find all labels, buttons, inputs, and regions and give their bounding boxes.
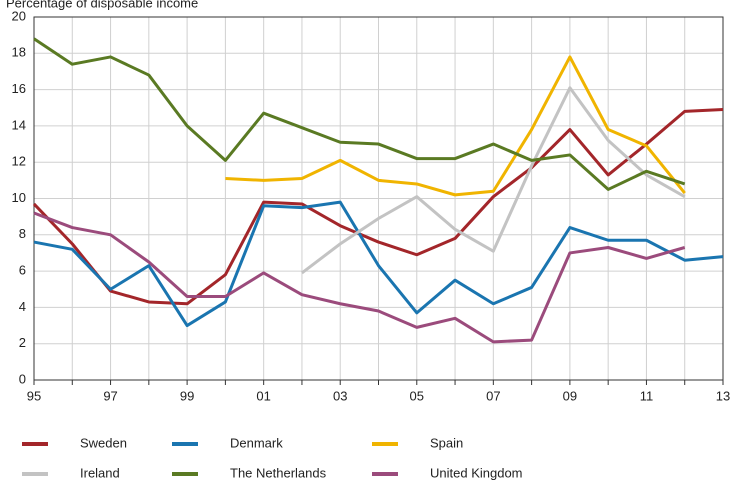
series-line [225,55,686,197]
x-tick-label: 11 [640,388,654,403]
y-tick-label: 4 [19,299,26,314]
legend-label: The Netherlands [230,465,327,480]
series-line [33,211,686,344]
x-tick-label: 07 [486,388,500,403]
legend-label: Spain [430,435,463,450]
x-tick-label: 09 [563,388,577,403]
x-tick-label: 99 [180,388,194,403]
series-line [33,37,686,191]
y-tick-label: 8 [19,226,26,241]
legend-label: Ireland [80,465,120,480]
plot-frame [33,16,724,381]
y-tick-label: 12 [12,154,26,169]
series-line [301,86,686,275]
x-tick-label: 01 [256,388,270,403]
x-tick-label: 03 [333,388,347,403]
x-tick-label: 13 [716,388,730,403]
series-line [32,108,724,306]
legend-label: Sweden [80,435,127,450]
series-line [33,200,724,328]
y-tick-label: 10 [12,190,26,205]
x-tick-label: 97 [103,388,117,403]
legend-label: Denmark [230,435,283,450]
chart-title: Percentage of disposable income [6,0,198,10]
legend-label: United Kingdom [430,465,523,480]
y-tick-label: 14 [12,117,26,132]
y-tick-label: 2 [19,335,26,350]
x-tick-label: 95 [27,388,41,403]
y-tick-label: 18 [12,45,26,60]
x-tick-label: 05 [410,388,424,403]
y-tick-label: 20 [12,8,26,23]
y-tick-label: 16 [12,81,26,96]
y-tick-label: 6 [19,263,26,278]
y-tick-label: 0 [19,371,26,386]
